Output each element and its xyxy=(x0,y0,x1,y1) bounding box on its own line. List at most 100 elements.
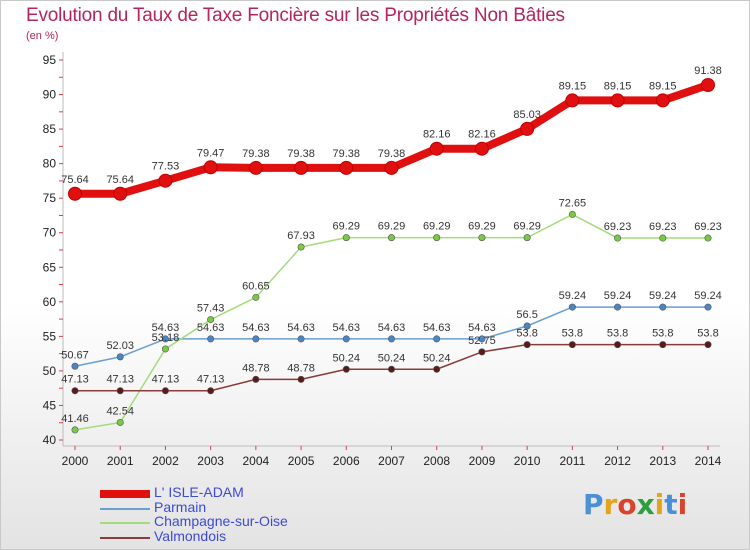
data-label: 47.13 xyxy=(152,374,180,386)
x-tick-label: 2005 xyxy=(288,454,315,468)
data-point xyxy=(207,335,215,343)
y-tick-label: 75 xyxy=(43,191,57,205)
data-label: 79.47 xyxy=(197,147,225,159)
data-point xyxy=(478,335,486,343)
x-tick-label: 2013 xyxy=(649,454,676,468)
data-label: 59.24 xyxy=(649,290,677,302)
data-label: 54.63 xyxy=(152,322,180,334)
legend-label: Champagne-sur-Oise xyxy=(154,513,288,529)
data-point xyxy=(116,387,124,395)
data-label: 57.43 xyxy=(197,303,225,315)
data-point xyxy=(523,234,531,242)
data-label: 53.8 xyxy=(516,328,537,340)
data-point xyxy=(433,365,441,373)
y-tick-label: 90 xyxy=(43,88,57,102)
x-tick-label: 2010 xyxy=(514,454,541,468)
data-label: 59.24 xyxy=(559,290,587,302)
data-point xyxy=(339,160,354,175)
data-label: 50.24 xyxy=(423,352,451,364)
data-point xyxy=(387,234,395,242)
x-tick-label: 2001 xyxy=(107,454,134,468)
data-point xyxy=(614,234,622,242)
data-label: 54.63 xyxy=(197,322,225,334)
data-point xyxy=(252,335,260,343)
data-label: 79.38 xyxy=(378,148,406,160)
data-point xyxy=(610,93,625,108)
data-point xyxy=(71,426,79,434)
data-point xyxy=(342,335,350,343)
data-point xyxy=(433,234,441,242)
data-label: 53.8 xyxy=(697,328,718,340)
data-point xyxy=(294,160,309,175)
data-point xyxy=(203,160,218,175)
data-label: 89.15 xyxy=(604,80,632,92)
data-label: 42.54 xyxy=(106,405,134,417)
x-tick-label: 2006 xyxy=(333,454,360,468)
data-point xyxy=(568,341,576,349)
data-label: 56.5 xyxy=(516,309,537,321)
data-point xyxy=(520,121,535,136)
data-label: 54.63 xyxy=(468,322,496,334)
x-tick-label: 2004 xyxy=(243,454,270,468)
data-point xyxy=(568,303,576,311)
data-point xyxy=(655,93,670,108)
data-label: 89.15 xyxy=(559,80,587,92)
y-tick-label: 40 xyxy=(43,433,57,447)
data-point xyxy=(704,234,712,242)
data-point xyxy=(252,375,260,383)
axes: 40 45 50 55 60 65 70 75 80 85 90 95 2000 2001 2002 2003… xyxy=(43,52,722,468)
data-point xyxy=(161,335,169,343)
x-tick-label: 2011 xyxy=(559,454,585,468)
data-label: 47.13 xyxy=(197,374,225,386)
legend-swatch xyxy=(100,507,150,510)
data-point xyxy=(297,375,305,383)
data-label: 54.63 xyxy=(242,322,270,334)
data-label: 50.24 xyxy=(333,352,361,364)
data-label: 79.38 xyxy=(287,148,315,160)
data-label: 47.13 xyxy=(106,374,134,386)
data-point xyxy=(384,160,399,175)
data-point xyxy=(478,348,486,356)
data-point xyxy=(704,303,712,311)
x-tick-label: 2000 xyxy=(62,454,89,468)
data-point xyxy=(701,78,715,93)
data-point xyxy=(161,387,169,395)
data-label: 54.63 xyxy=(423,322,451,334)
legend-swatch xyxy=(100,536,150,539)
data-label: 82.16 xyxy=(468,129,496,141)
y-tick-label: 80 xyxy=(43,157,57,171)
y-tick-label: 45 xyxy=(43,398,57,412)
series-l-isle-adam xyxy=(68,78,715,201)
data-label: 69.23 xyxy=(649,221,677,233)
y-tick-label: 55 xyxy=(43,329,57,343)
data-point xyxy=(116,418,124,426)
data-labels: 75.64 75.64 77.53 79.47 79.38 79.38 79.38 79.38… xyxy=(61,65,722,425)
data-label: 52.75 xyxy=(468,335,496,347)
data-label: 53.8 xyxy=(652,328,673,340)
data-label: 77.53 xyxy=(152,161,180,173)
data-point xyxy=(429,141,444,156)
series-champagne-sur-oise xyxy=(71,210,712,434)
x-tick-label: 2009 xyxy=(469,454,496,468)
data-point xyxy=(614,303,622,311)
data-point xyxy=(704,341,712,349)
y-tick-label: 95 xyxy=(43,53,57,67)
x-tick-label: 2007 xyxy=(378,454,405,468)
data-label: 48.78 xyxy=(287,362,315,374)
data-point xyxy=(568,210,576,218)
data-label: 59.24 xyxy=(604,290,632,302)
data-point xyxy=(297,335,305,343)
data-label: 52.03 xyxy=(106,340,134,352)
data-label: 75.64 xyxy=(106,174,134,186)
x-tick-label: 2012 xyxy=(604,454,631,468)
x-tick-label: 2014 xyxy=(695,454,722,468)
data-point xyxy=(342,234,350,242)
x-tick-label: 2002 xyxy=(152,454,179,468)
y-tick-label: 60 xyxy=(43,295,57,309)
data-label: 54.63 xyxy=(378,322,406,334)
data-label: 69.29 xyxy=(468,221,496,233)
data-label: 69.23 xyxy=(604,221,632,233)
data-label: 69.29 xyxy=(423,221,451,233)
